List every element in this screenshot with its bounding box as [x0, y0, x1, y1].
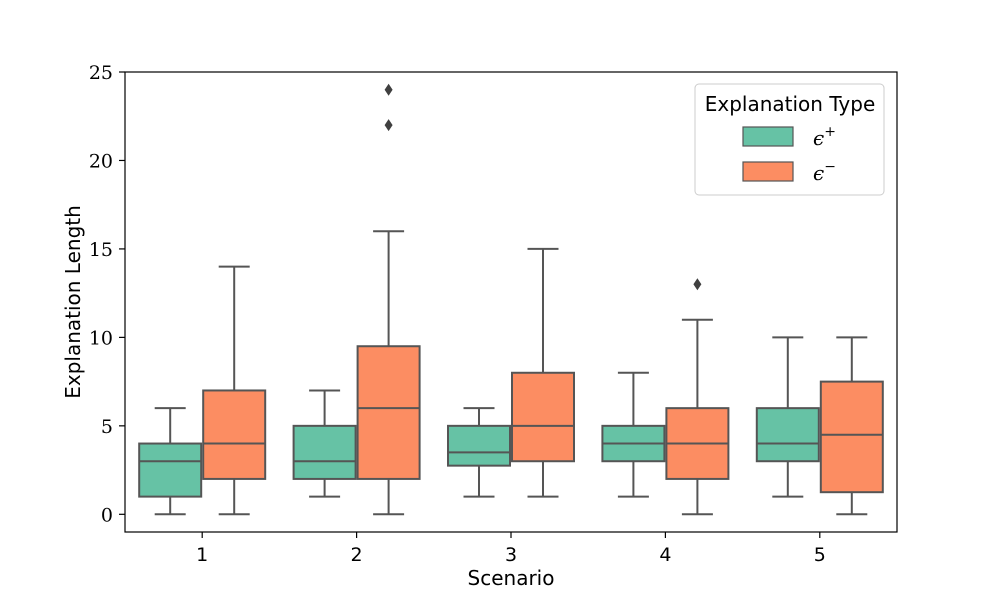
box-group-scenario-1-series-1	[138, 407, 203, 516]
y-tick-label: 5	[101, 416, 113, 438]
box-group-scenario-5-series-2	[819, 336, 884, 516]
box-group-scenario-3-series-1	[447, 407, 511, 498]
box-group-scenario-2-series-1	[292, 389, 357, 498]
y-axis-label: Explanation Length	[61, 205, 85, 399]
box-group-scenario-4-series-2	[665, 278, 730, 516]
box-iqr	[356, 345, 421, 480]
x-tick-label: 2	[351, 544, 363, 566]
box-iqr	[819, 380, 884, 494]
y-tick-label: 20	[89, 150, 113, 172]
legend-label-epsilon-minus: ϵ−	[813, 159, 836, 185]
box-iqr	[447, 424, 511, 467]
legend-label-epsilon-minus-sup: −	[824, 159, 836, 175]
x-axis-label: Scenario	[468, 566, 555, 590]
box-iqr	[511, 371, 575, 463]
legend-label-epsilon-minus-base: ϵ	[813, 161, 824, 185]
outlier-point	[384, 119, 393, 132]
legend-label-epsilon-plus-sup: +	[824, 124, 836, 140]
legend-swatch-epsilon-plus	[742, 126, 794, 147]
box-group-scenario-1-series-2	[202, 265, 267, 516]
legend-title: Explanation Type	[705, 92, 876, 116]
x-tick-label: 4	[659, 544, 671, 566]
x-tick-label: 5	[814, 544, 826, 566]
x-tick-label: 3	[505, 544, 517, 566]
box-group-scenario-4-series-1	[601, 371, 666, 498]
outlier-point	[384, 83, 393, 96]
y-axis-ticks: 0 5 10 15 20 25	[89, 62, 125, 526]
box-group-scenario-2-series-2	[356, 83, 421, 516]
legend-label-epsilon-plus-base: ϵ	[813, 126, 824, 150]
y-tick-label: 25	[89, 62, 113, 84]
outlier-point	[693, 278, 702, 291]
y-tick-label: 10	[89, 327, 113, 349]
box-group-scenario-3-series-2	[511, 247, 575, 498]
x-axis-ticks: 1 2 3 4 5	[196, 532, 826, 566]
legend: Explanation Type ϵ+ ϵ−	[694, 83, 885, 196]
legend-swatch-epsilon-minus	[742, 161, 794, 182]
x-tick-label: 1	[196, 544, 208, 566]
y-tick-label: 15	[89, 239, 113, 261]
box-iqr	[138, 442, 203, 498]
box-group-scenario-5-series-1	[755, 336, 820, 498]
y-tick-label: 0	[101, 504, 113, 526]
box-iqr	[202, 389, 267, 480]
legend-label-epsilon-plus: ϵ+	[813, 124, 836, 150]
plot-area	[138, 83, 884, 516]
box-iqr	[292, 424, 357, 480]
box-iqr	[755, 407, 820, 463]
